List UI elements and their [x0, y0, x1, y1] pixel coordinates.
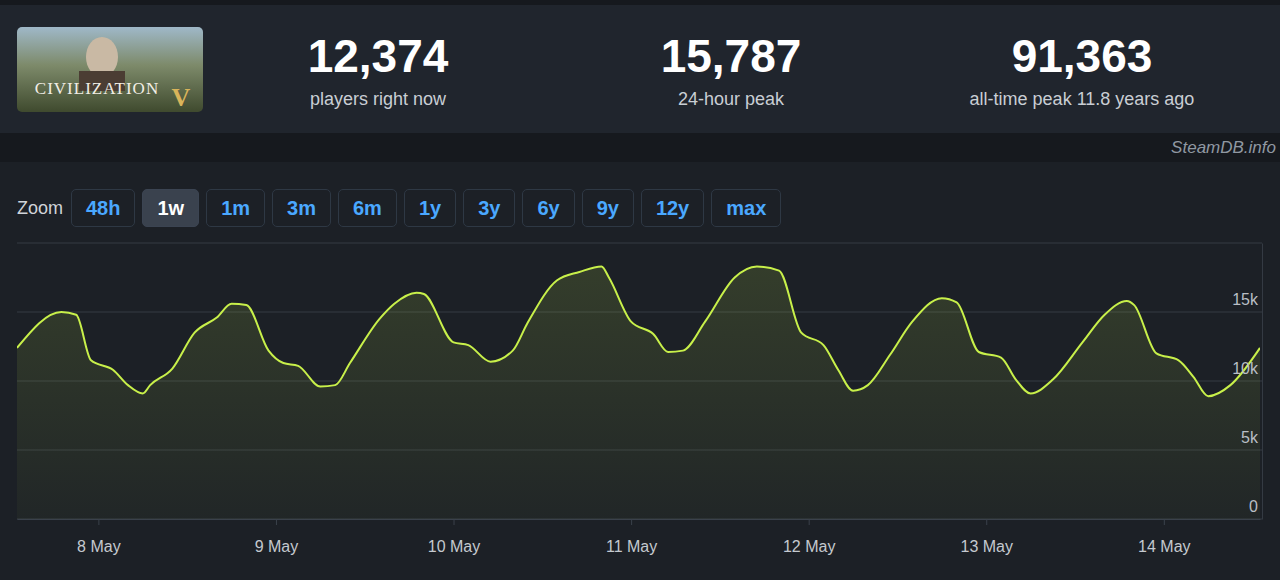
area [17, 266, 1260, 519]
x-tick-label: 9 May [255, 538, 299, 555]
x-tick-label: 13 May [961, 538, 1013, 555]
stat-label: all-time peak 11.8 years ago [912, 88, 1252, 110]
x-tick-label: 10 May [428, 538, 480, 555]
plot-frame [17, 243, 1262, 244]
x-tick-mark [986, 519, 987, 525]
x-tick: 9 May [255, 519, 299, 555]
stat-label: 24-hour peak [561, 88, 901, 110]
zoom-button[interactable]: 3m [272, 189, 331, 227]
stat-value: 12,374 [208, 30, 548, 82]
zoom-button[interactable]: 1y [404, 189, 456, 227]
y-tick-label: 0 [1249, 498, 1258, 515]
y-axis-line [1262, 244, 1263, 520]
zoom-button[interactable]: 48h [71, 189, 135, 227]
chart: 8 May 9 May 10 May 11 May 12 May 13 May 14 May… [0, 0, 1280, 580]
x-tick: 11 May [606, 519, 657, 555]
x-tick: 10 May [428, 519, 480, 555]
y-tick: 15k [1232, 291, 1262, 312]
x-axis: 8 May 9 May 10 May 11 May 12 May 13 May 14 May [18, 519, 1261, 555]
zoom-label: Zoom [17, 198, 63, 218]
zoom-button[interactable]: 3y [463, 189, 515, 227]
x-tick-mark [1164, 519, 1165, 525]
line [17, 266, 1260, 396]
logo-numeral: V [172, 83, 191, 112]
x-tick-mark [276, 519, 277, 525]
logo-background [17, 27, 203, 112]
zoom-button[interactable]: 6m [338, 189, 397, 227]
stat-label: players right now [208, 88, 548, 110]
x-axis-line [18, 519, 1261, 520]
x-tick-mark [454, 519, 455, 525]
grid-line [17, 312, 1262, 313]
x-tick: 14 May [1138, 519, 1190, 555]
source-credit: SteamDB.info [1171, 138, 1276, 158]
stat-value: 91,363 [912, 30, 1252, 82]
game-logo: CIVILIZATION V [17, 27, 203, 112]
y-tick: 10k [1232, 360, 1262, 381]
stat-value: 15,787 [561, 30, 901, 82]
y-tick-label: 10k [1232, 360, 1259, 377]
y-tick-label: 5k [1241, 429, 1259, 446]
x-tick-label: 11 May [606, 538, 657, 555]
x-tick: 8 May [77, 519, 121, 555]
y-axis: 0 5k 10k 15k [1232, 244, 1262, 520]
x-tick-mark [809, 519, 810, 525]
plot-marks [17, 266, 1260, 519]
x-tick-label: 8 May [77, 538, 121, 555]
logo-title: CIVILIZATION [35, 79, 159, 98]
zoom-button[interactable]: 9y [582, 189, 634, 227]
x-tick: 12 May [783, 519, 835, 555]
x-tick-mark [98, 519, 99, 525]
zoom-button[interactable]: 1w [142, 189, 199, 227]
x-tick: 13 May [961, 519, 1013, 555]
zoom-button[interactable]: max [711, 189, 781, 227]
y-tick: 5k [1241, 429, 1262, 450]
zoom-button[interactable]: 6y [522, 189, 574, 227]
zoom-button[interactable]: 1m [206, 189, 265, 227]
x-tick-mark [631, 519, 632, 525]
y-tick: 0 [1249, 498, 1262, 519]
x-tick-label: 14 May [1138, 538, 1190, 555]
x-tick-label: 12 May [783, 538, 835, 555]
zoom-button[interactable]: 12y [641, 189, 704, 227]
y-tick-label: 15k [1232, 291, 1259, 308]
